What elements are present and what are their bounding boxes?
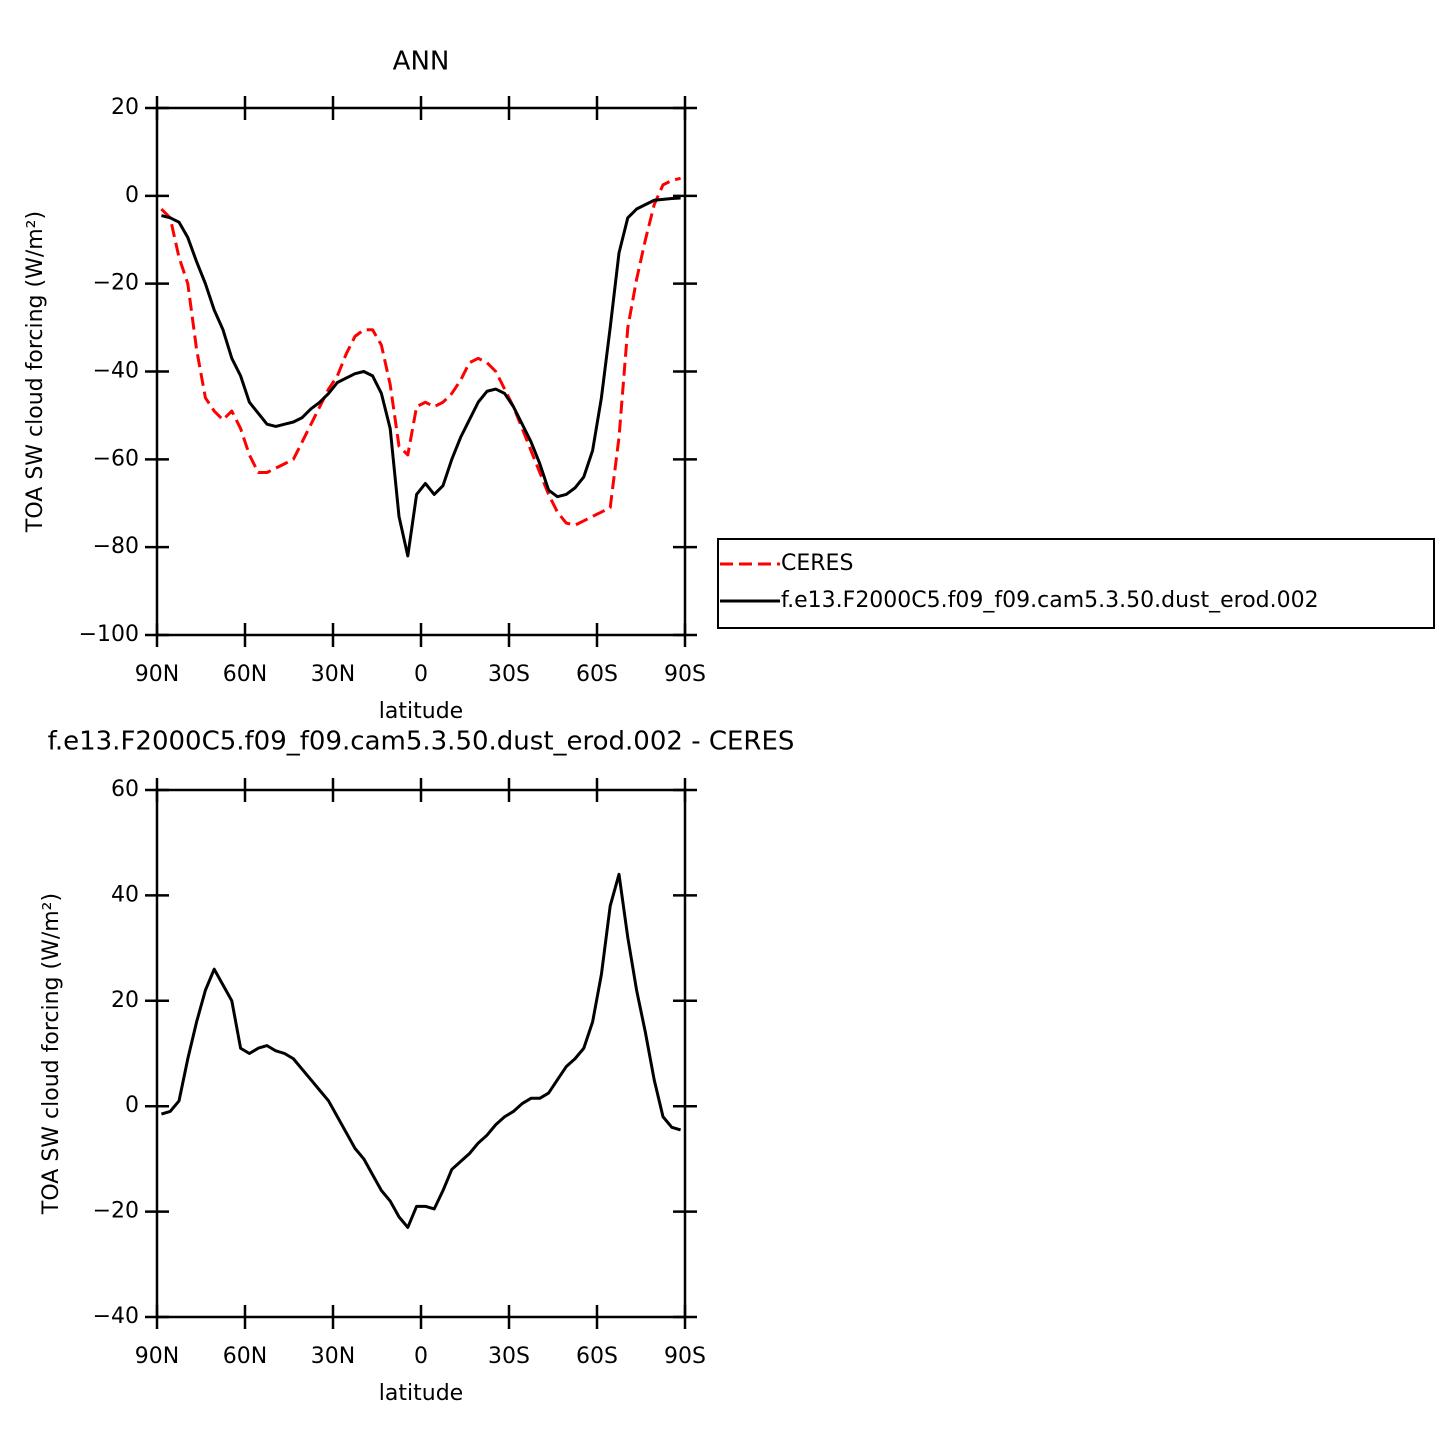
x-tick-label: 90S: [664, 662, 706, 687]
x-tick-label: 30S: [488, 1344, 530, 1369]
y-tick-label: 0: [125, 1093, 139, 1118]
x-tick-label: 30N: [311, 662, 355, 687]
x-tick-label: 30S: [488, 662, 530, 687]
y-axis-label: TOA SW cloud forcing (W/m²): [39, 893, 64, 1215]
y-tick-label: −40: [93, 359, 139, 384]
y-tick-label: −100: [79, 622, 139, 647]
x-tick-label: 60S: [576, 662, 618, 687]
y-tick-label: 60: [111, 777, 139, 802]
y-tick-label: −20: [93, 271, 139, 296]
x-tick-label: 60N: [223, 1344, 267, 1369]
x-tick-label: 90S: [664, 1344, 706, 1369]
y-tick-label: −40: [93, 1304, 139, 1329]
x-tick-label: 0: [414, 662, 428, 687]
y-tick-label: 20: [111, 988, 139, 1013]
y-tick-label: 20: [111, 95, 139, 120]
chart-title: ANN: [393, 47, 450, 77]
plot-frame: [155, 106, 687, 637]
y-tick-label: −20: [93, 1199, 139, 1224]
series-line: [160, 872, 682, 1229]
x-axis-label: latitude: [379, 1381, 463, 1406]
y-tick-label: 40: [111, 882, 139, 907]
x-axis-label: latitude: [379, 699, 463, 724]
x-tick-label: 60N: [223, 662, 267, 687]
y-axis-label: TOA SW cloud forcing (W/m²): [23, 211, 48, 533]
plot-frame: [155, 788, 687, 1319]
series-line: [160, 176, 681, 527]
legend-label: f.e13.F2000C5.f09_f09.cam5.3.50.dust_ero…: [781, 588, 1319, 613]
x-tick-label: 90N: [135, 1344, 179, 1369]
y-tick-label: −80: [93, 534, 139, 559]
y-tick-label: 0: [125, 183, 139, 208]
legend-label: CERES: [781, 551, 853, 576]
x-tick-label: 60S: [576, 1344, 618, 1369]
chart-title: f.e13.F2000C5.f09_f09.cam5.3.50.dust_ero…: [48, 727, 795, 757]
x-tick-label: 30N: [311, 1344, 355, 1369]
series-line: [161, 196, 681, 558]
x-tick-label: 0: [414, 1344, 428, 1369]
y-tick-label: −60: [93, 446, 139, 471]
legend-box: [717, 538, 1435, 629]
x-tick-label: 90N: [135, 662, 179, 687]
